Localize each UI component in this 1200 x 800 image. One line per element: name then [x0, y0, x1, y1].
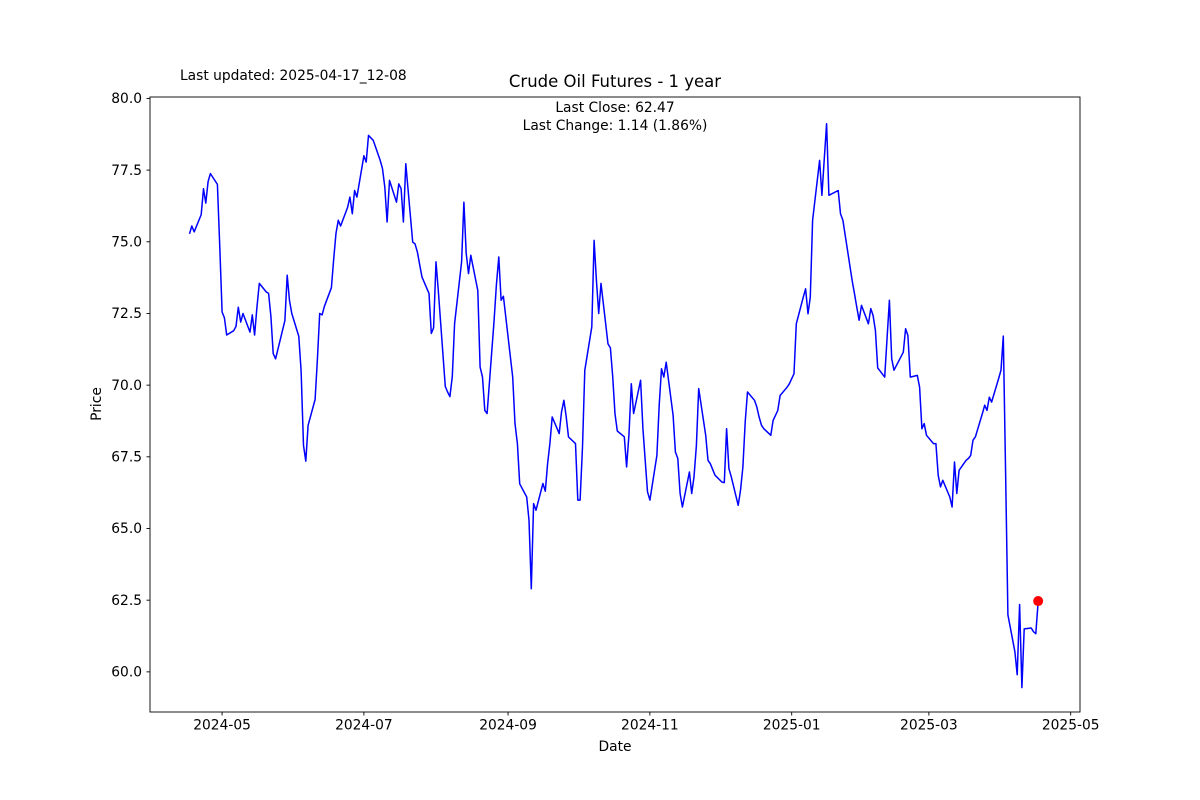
x-tick-label: 2025-01: [763, 718, 821, 734]
x-tick-label: 2025-05: [1042, 718, 1100, 734]
last-price-marker: [1033, 596, 1044, 607]
x-tick-label: 2024-11: [621, 718, 679, 734]
annotation-last-change: Last Change: 1.14 (1.86%): [523, 118, 708, 134]
y-tick-label: 80.0: [111, 91, 142, 107]
x-tick-label: 2025-03: [900, 718, 958, 734]
plot-area: 2024-05 2024-07 2024-09 2024-11 2025-01 2025-…: [111, 91, 1099, 733]
price-line: [188, 122, 1039, 689]
x-tick-label: 2024-07: [335, 718, 393, 734]
y-tick-label: 67.5: [111, 450, 142, 466]
y-tick-label: 70.0: [111, 378, 142, 394]
y-axis-label: Price: [89, 387, 105, 421]
y-tick-label: 72.5: [111, 306, 142, 322]
y-tick-label: 60.0: [111, 665, 142, 681]
y-tick-label: 77.5: [111, 163, 142, 179]
x-tick-label: 2024-09: [479, 718, 537, 734]
y-tick-label: 62.5: [111, 593, 142, 609]
annotation-last-close: Last Close: 62.47: [555, 100, 674, 116]
x-tick-label: 2024-05: [193, 718, 251, 734]
y-tick-label: 65.0: [111, 521, 142, 537]
y-tick-label: 75.0: [111, 234, 142, 250]
chart-title: Crude Oil Futures - 1 year: [509, 72, 721, 91]
axes-frame: [149, 96, 1081, 713]
x-axis-label: Date: [599, 739, 632, 755]
last-updated-text: Last updated: 2025-04-17_12-08: [180, 68, 407, 84]
